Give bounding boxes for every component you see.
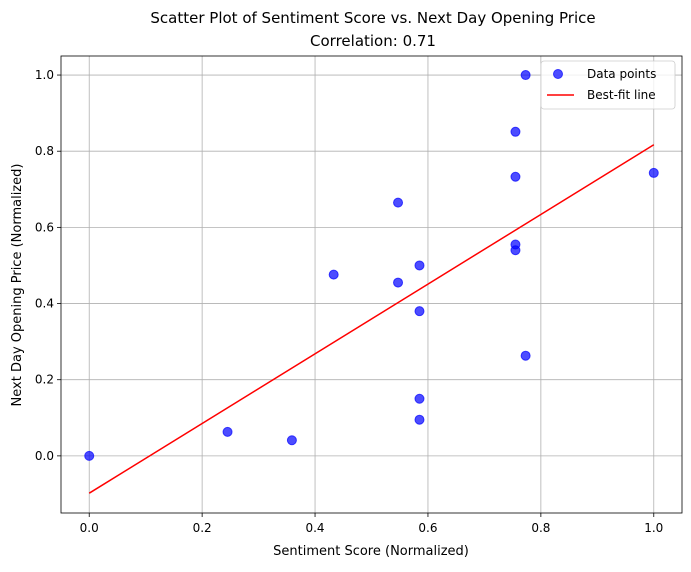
- data-point: [328, 269, 339, 280]
- data-point: [414, 260, 425, 271]
- y-axis-label: Next Day Opening Price (Normalized): [10, 164, 25, 407]
- best-fit-line: [88, 144, 655, 494]
- data-point: [286, 435, 297, 446]
- legend-label-data-points: Data points: [587, 67, 656, 81]
- data-point: [414, 393, 425, 404]
- x-tick-label: 0.6: [418, 521, 437, 535]
- fit-line-layer: [88, 144, 655, 494]
- data-point: [510, 126, 521, 137]
- legend-label-best-fit-line: Best-fit line: [587, 88, 656, 102]
- data-point: [393, 277, 404, 288]
- data-point: [648, 167, 659, 178]
- y-tick-label: 0.2: [35, 373, 54, 387]
- grid-layer: [61, 56, 682, 513]
- y-tick-label: 0.6: [35, 220, 54, 234]
- x-tick-label: 1.0: [644, 521, 663, 535]
- y-tick-label: 1.0: [35, 68, 54, 82]
- label-layer: Scatter Plot of Sentiment Score vs. Next…: [10, 9, 596, 559]
- data-point: [222, 426, 233, 437]
- plot-frame: [60, 55, 683, 514]
- data-point: [84, 450, 95, 461]
- data-point: [393, 197, 404, 208]
- y-tick-label: 0.0: [35, 449, 54, 463]
- legend: Data points Best-fit line: [540, 60, 676, 110]
- legend-marker-data-points: [553, 69, 563, 79]
- points-layer: [84, 70, 659, 461]
- chart-title: Scatter Plot of Sentiment Score vs. Next…: [150, 9, 595, 27]
- data-point: [520, 350, 531, 361]
- y-tick-label: 0.4: [35, 297, 54, 311]
- data-point: [414, 306, 425, 317]
- x-tick-label: 0.0: [80, 521, 99, 535]
- chart-subtitle: Correlation: 0.71: [310, 32, 436, 50]
- data-point: [510, 171, 521, 182]
- x-tick-label: 0.8: [531, 521, 550, 535]
- data-point: [520, 70, 531, 81]
- axis-layer: 0.0 0.2 0.4 0.6 0.8 1.0 0.0 0.2 0.4 0.6 0.8 1.0: [35, 55, 683, 535]
- x-axis-label: Sentiment Score (Normalized): [273, 544, 469, 559]
- y-tick-label: 0.8: [35, 144, 54, 158]
- data-point: [414, 414, 425, 425]
- legend-frame: [540, 60, 676, 110]
- x-tick-label: 0.4: [305, 521, 324, 535]
- data-point: [510, 245, 521, 256]
- x-tick-label: 0.2: [193, 521, 212, 535]
